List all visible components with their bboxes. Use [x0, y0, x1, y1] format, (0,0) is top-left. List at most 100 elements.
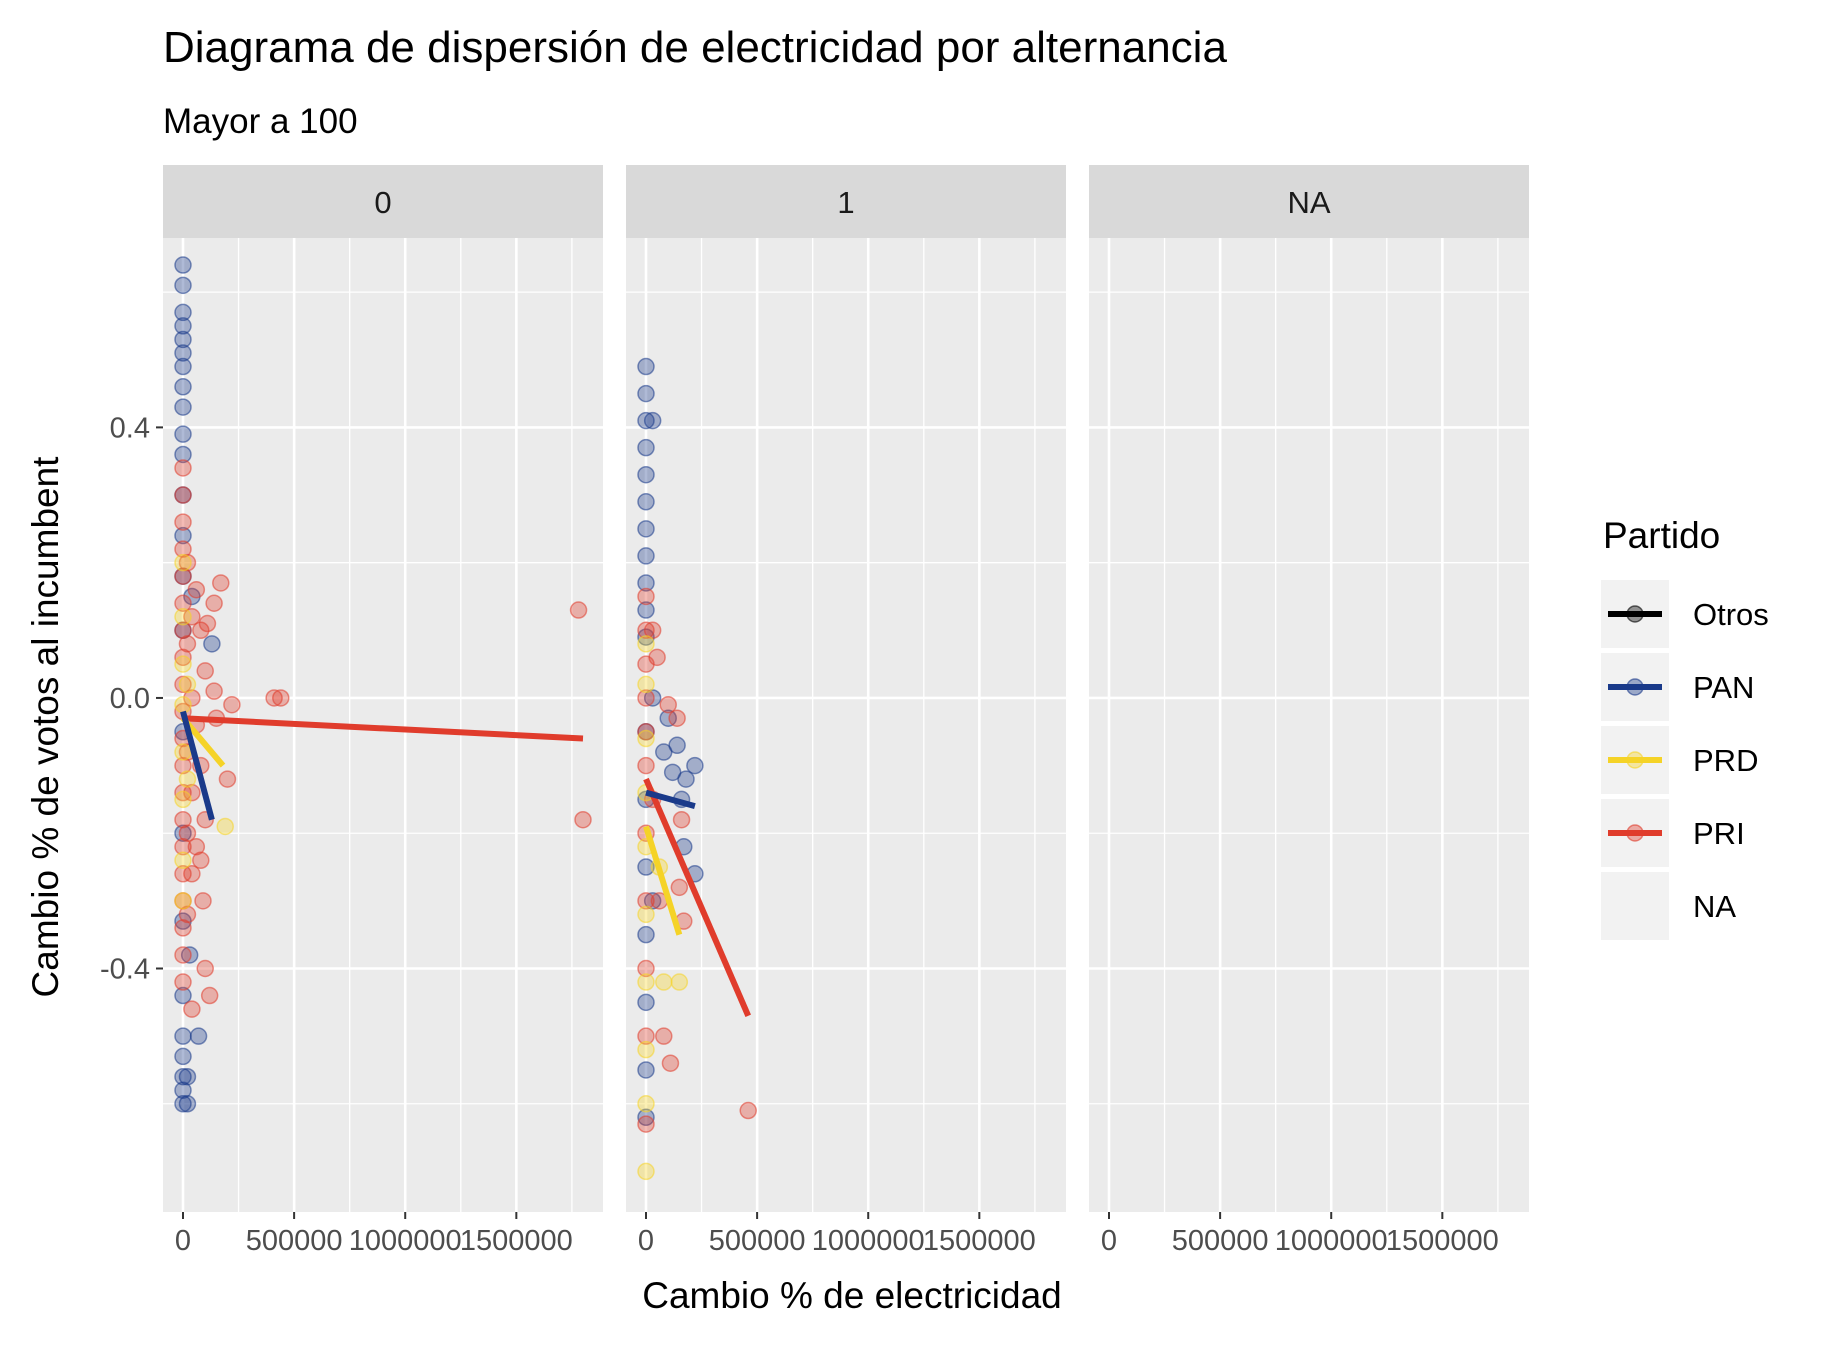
data-point-pan	[174, 303, 192, 322]
fit-line-pan	[645, 789, 696, 810]
data-point-pri	[661, 1054, 680, 1072]
data-point-pan	[174, 1027, 192, 1045]
legend-label: NA	[1693, 889, 1736, 924]
data-point-pan	[203, 635, 221, 653]
data-point-pan	[668, 736, 686, 755]
data-point-pri	[265, 689, 283, 707]
data-point-pan	[637, 925, 655, 944]
facet-strip	[163, 165, 603, 238]
data-point-pan	[178, 1095, 197, 1113]
x-tick-label: 1500000	[460, 1225, 573, 1257]
legend-item-prd: PRD	[1601, 726, 1758, 794]
data-point-pri	[637, 959, 655, 978]
data-point-prd	[174, 695, 192, 714]
data-point-pri	[178, 553, 197, 572]
legend-label: Otros	[1693, 597, 1769, 632]
data-point-pan	[637, 574, 655, 592]
x-tick-label: 1000000	[349, 1225, 462, 1257]
data-point-pri	[637, 587, 655, 606]
legend: Partido Otros PAN PRD PRI NA	[1601, 515, 1769, 940]
data-point-pan	[659, 709, 677, 727]
data-point-pri	[637, 1115, 655, 1133]
y-axis-title: Cambio % de votos al incumbent	[25, 456, 66, 998]
data-point-prd	[637, 1040, 655, 1059]
data-point-pri	[637, 723, 655, 741]
data-point-pan	[637, 438, 655, 457]
data-point-pri	[178, 824, 197, 842]
data-point-prd	[637, 635, 655, 653]
data-point-pri	[218, 770, 237, 788]
data-point-pri	[648, 648, 666, 667]
data-point-pri	[194, 892, 212, 910]
data-point-prd	[216, 817, 234, 836]
facet-strip	[626, 165, 1066, 238]
data-point-pri	[178, 905, 197, 924]
data-point-prd	[174, 790, 192, 809]
data-point-prd	[637, 675, 655, 694]
panel-background	[626, 238, 1066, 1212]
data-point-pan	[174, 344, 192, 362]
data-point-pri	[668, 709, 686, 727]
data-point-pri	[223, 695, 241, 714]
data-point-pri	[200, 986, 219, 1005]
data-point-pan	[637, 858, 655, 876]
chart-subtitle: Mayor a 100	[163, 102, 358, 141]
x-tick-label: 0	[175, 1225, 191, 1257]
data-point-pan	[643, 411, 662, 430]
y-tick-label: 0.0	[110, 683, 150, 715]
data-point-prd	[637, 905, 655, 924]
data-point-prd	[670, 973, 689, 991]
x-tick-label: 0	[1101, 1225, 1117, 1257]
data-point-pan	[637, 411, 655, 430]
data-point-pan	[174, 378, 192, 396]
data-point-prd	[637, 1095, 655, 1113]
data-point-pri	[739, 1101, 757, 1120]
legend-title: Partido	[1603, 515, 1720, 556]
panel-background	[1089, 238, 1529, 1212]
data-point-pri	[174, 810, 192, 829]
data-point-pri	[174, 567, 192, 585]
data-point-pan	[637, 465, 655, 484]
x-axis-title: Cambio % de electricidad	[642, 1275, 1062, 1316]
data-point-prd	[637, 973, 655, 991]
panel-background	[163, 238, 603, 1212]
data-point-pri	[174, 675, 192, 694]
legend-label: PRI	[1693, 816, 1745, 851]
data-point-pan	[637, 601, 655, 619]
data-point-pan	[189, 1027, 208, 1045]
x-tick-label: 1500000	[1386, 1225, 1499, 1257]
legend-item-pan: PAN	[1601, 653, 1754, 721]
data-point-prd	[174, 892, 192, 910]
data-point-pan	[174, 276, 192, 295]
data-point-pri	[174, 865, 192, 883]
fit-line-pri	[643, 777, 751, 1018]
facet-strip	[1089, 165, 1529, 238]
data-point-prd	[174, 553, 192, 572]
data-point-pan	[174, 824, 192, 842]
fit-line-pri	[182, 715, 584, 742]
data-point-pri	[174, 783, 192, 802]
data-point-pan	[174, 256, 192, 274]
data-point-pri	[672, 810, 691, 829]
facet-label: 1	[837, 185, 854, 220]
data-point-pan	[637, 520, 655, 538]
x-tick-label: 1500000	[923, 1225, 1036, 1257]
data-point-pan	[174, 445, 192, 464]
data-point-pri	[198, 614, 217, 633]
data-point-pri	[272, 689, 290, 707]
fit-line-pan	[180, 710, 215, 821]
data-point-pan	[174, 1067, 192, 1086]
data-point-pri	[637, 621, 655, 640]
data-point-pri	[174, 756, 192, 775]
data-point-pan	[174, 526, 192, 545]
data-point-pan	[686, 756, 704, 775]
data-point-pri	[174, 540, 192, 558]
data-point-pri	[205, 594, 223, 612]
data-point-pri	[174, 594, 192, 612]
data-point-pan	[637, 1108, 655, 1127]
data-point-pri	[192, 621, 210, 640]
data-point-pan	[180, 946, 199, 964]
data-point-pri	[637, 1027, 655, 1045]
data-point-pri	[212, 574, 230, 592]
